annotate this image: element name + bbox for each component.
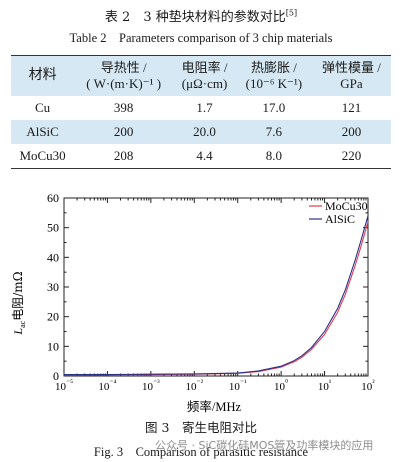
y-tick-label: 30: [47, 280, 59, 294]
y-tick-label: 60: [47, 191, 59, 205]
parasitic-resistance-chart: 10⁻⁵ 10⁻⁴ 10⁻³ 10⁻² 10⁻¹ 10⁰ 10¹ 10²01020304050…: [11, 191, 375, 414]
table-cell: 17.0: [262, 100, 286, 115]
x-tick-label-exponent: ⁻⁴: [109, 378, 116, 387]
table-cell: MoCu30: [19, 148, 66, 163]
table-cell: 200: [113, 124, 134, 139]
table-row: MoCu30 208 4.4 8.0 220: [11, 144, 391, 169]
table-cell: Cu: [34, 100, 51, 115]
table-cell: 121: [341, 100, 362, 115]
table-caption-zh-text: 表 2 3 种垫块材料的参数对比: [104, 10, 286, 25]
y-tick-label: 20: [47, 310, 59, 324]
x-tick-label: 10⁰: [274, 378, 288, 393]
x-tick-label-base: 10: [318, 381, 330, 393]
plot-frame: [63, 197, 369, 377]
table-header-cell: 材料: [11, 56, 74, 97]
table-row: Cu 398 1.7 17.0 121: [11, 96, 391, 120]
table-cell: 20.0: [193, 124, 216, 139]
table-cell: 7.6: [265, 124, 283, 139]
x-tick-label: 10⁻⁴: [98, 378, 116, 393]
x-tick-label-base: 10: [185, 381, 197, 393]
watermark: 公众号 · SiC碳化硅MOS管及功率模块的应用: [155, 439, 374, 452]
table-caption-en: Table 2 Parameters comparison of 3 chip …: [69, 31, 333, 45]
x-tick-label: 10¹: [318, 378, 332, 393]
series-line-mocu30: [64, 221, 369, 376]
y-axis-label: Lac电阻/mΩ: [11, 271, 27, 335]
y-axis-label-subscript: ac: [18, 320, 27, 328]
legend-label: MoCu30: [325, 199, 368, 213]
table-caption-zh: 表 2 3 种垫块材料的参数对比[5]: [0, 6, 402, 25]
x-axis-label: 频率/MHz: [187, 399, 242, 414]
x-tick-label: 10⁻³: [142, 378, 160, 393]
table-cell: AlSiC: [26, 124, 59, 139]
x-tick-label-exponent: ⁻³: [153, 378, 160, 387]
x-tick-label-base: 10: [142, 381, 154, 393]
chart-series: [64, 215, 369, 376]
x-tick-label-exponent: ²: [372, 378, 375, 387]
x-tick-label-base: 10: [361, 381, 373, 393]
table-cell: 8.0: [265, 148, 283, 163]
table-header-cell: 弹性模量 / GPa: [312, 56, 391, 97]
table-body: Cu 398 1.7 17.0 121 AlSiC 200 20.0 7.6 200 MoCu30 2…: [11, 96, 391, 169]
table-header-text: (10⁻⁶ K⁻¹): [245, 76, 303, 91]
table-header-cell: 导热性 /( W·(m·K)⁻¹ ): [74, 56, 173, 97]
x-tick-label-base: 10: [229, 381, 241, 393]
table-header-text: (μΩ·cm): [181, 76, 228, 91]
table-row: AlSiC 200 20.0 7.6 200: [11, 120, 391, 144]
chart-axes: 10⁻⁵ 10⁻⁴ 10⁻³ 10⁻² 10⁻¹ 10⁰ 10¹ 10²01020304050…: [47, 191, 375, 393]
x-tick-label-exponent: ⁰: [285, 378, 288, 387]
x-tick-label: 10²: [361, 378, 375, 393]
table-cell: 1.7: [196, 100, 213, 115]
y-tick-label: 50: [47, 221, 59, 235]
x-tick-label: 10⁻⁵: [55, 378, 73, 393]
y-tick-label: 10: [47, 339, 59, 353]
table-header-text: GPa: [340, 76, 363, 91]
table-header-row: 材料 导热性 /( W·(m·K)⁻¹ ) 电阻率 / (μΩ·cm) 热膨胀 / (10…: [11, 55, 391, 97]
table-header-cell: 热膨胀 / (10⁻⁶ K⁻¹): [236, 56, 312, 97]
table-cell: 398: [113, 100, 134, 115]
table-caption-ref: [5]: [285, 8, 298, 18]
table-header-text: 材料: [28, 68, 57, 83]
y-tick-label: 0: [53, 369, 59, 383]
x-tick-label-base: 10: [98, 381, 110, 393]
x-tick-label-exponent: ⁻²: [196, 378, 203, 387]
x-tick-label: 10⁻²: [185, 378, 203, 393]
x-tick-label-base: 10: [274, 381, 286, 393]
table-cell: 208: [113, 148, 134, 163]
table-cell: 220: [341, 148, 362, 163]
table-cell: 4.4: [196, 148, 213, 163]
x-tick-label-exponent: ⁻¹: [240, 378, 247, 387]
figure-caption-zh: 图 3 寄生电阻对比: [145, 420, 257, 435]
parameters-table: 材料 导热性 /( W·(m·K)⁻¹ ) 电阻率 / (μΩ·cm) 热膨胀 / (10…: [11, 55, 391, 169]
legend-label: AlSiC: [325, 212, 355, 226]
y-axis-label-text: 电阻/mΩ: [11, 271, 25, 320]
table-cell: 200: [341, 124, 362, 139]
series-line-alsic: [64, 215, 369, 376]
table-header-text: 弹性模量 /: [322, 60, 381, 75]
table-header-text: 导热性 /: [100, 60, 147, 75]
table-header-text: ( W·(m·K)⁻¹ ): [86, 76, 162, 91]
x-tick-label-exponent: ⁻⁵: [66, 378, 73, 387]
x-tick-label-exponent: ¹: [329, 378, 332, 387]
y-axis-label-symbol: L: [11, 328, 25, 336]
x-tick-label: 10⁻¹: [229, 378, 247, 393]
table-header-cell: 电阻率 / (μΩ·cm): [173, 56, 236, 97]
y-tick-label: 40: [47, 250, 59, 264]
table-header-text: 热膨胀 /: [250, 60, 297, 75]
figure-caption-en: Fig. 3 Comparison of parasitic resistanc…: [93, 445, 309, 459]
table-header-text: 电阻率 /: [181, 60, 228, 75]
x-tick-label-base: 10: [55, 381, 67, 393]
